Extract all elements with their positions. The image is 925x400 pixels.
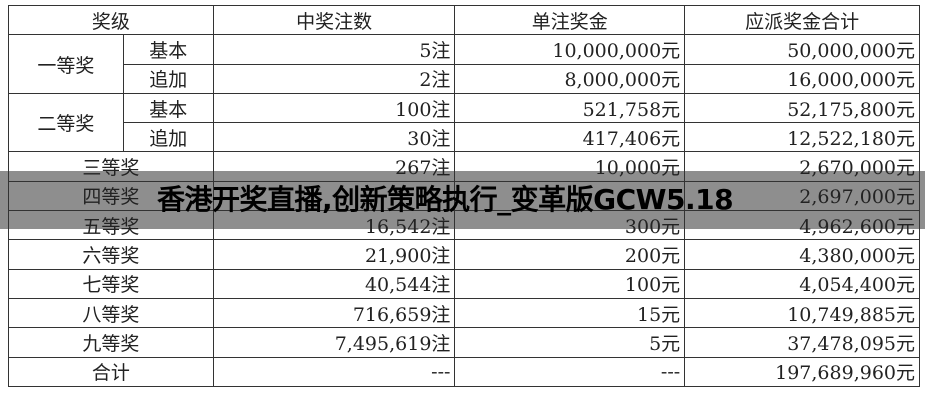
count-cell: 2注 <box>212 63 456 94</box>
total-cell: 4,054,400元 <box>684 268 920 299</box>
total-cell: 50,000,000元 <box>684 34 920 65</box>
total-cell: 12,522,180元 <box>684 122 920 153</box>
prize-level: 二等奖 <box>8 92 124 153</box>
table-row: 四等奖 2,697,000元 <box>8 180 920 212</box>
count-cell: 21,900注 <box>212 239 456 270</box>
total-cell: 197,689,960元 <box>684 356 920 387</box>
count-cell: 5注 <box>212 34 456 65</box>
unit-cell: 100元 <box>454 268 686 299</box>
header-unit: 单注奖金 <box>454 4 686 36</box>
table-header: 奖级 中奖注数 单注奖金 应派奖金合计 <box>8 4 920 36</box>
table-row: 八等奖 716,659注 15元 10,749,885元 <box>8 297 920 329</box>
prize-level: 六等奖 <box>8 239 214 270</box>
unit-cell: 8,000,000元 <box>454 63 686 94</box>
table-row: 六等奖 21,900注 200元 4,380,000元 <box>8 239 920 270</box>
table-row: 追加 30注 417,406元 12,522,180元 <box>9 122 920 153</box>
count-cell: 40,544注 <box>212 268 456 299</box>
prize-table: 奖级 中奖注数 单注奖金 应派奖金合计 一等奖 基本 5注 10,000,000… <box>8 4 920 387</box>
unit-cell: 5元 <box>454 327 686 358</box>
prize-level: 合计 <box>8 356 214 387</box>
sub-level: 追加 <box>122 63 214 94</box>
prize-level: 七等奖 <box>8 268 214 299</box>
sub-level: 追加 <box>122 122 214 153</box>
header-total: 应派奖金合计 <box>684 4 920 36</box>
total-cell: 2,697,000元 <box>684 180 920 212</box>
count-cell: 267注 <box>212 151 456 182</box>
total-cell: 4,380,000元 <box>684 239 920 270</box>
unit-cell: 521,758元 <box>454 92 686 124</box>
total-cell: 2,670,000元 <box>684 151 920 182</box>
table-row: 九等奖 7,495,619注 5元 37,478,095元 <box>8 327 920 358</box>
table-row: 七等奖 40,544注 100元 4,054,400元 <box>8 268 920 299</box>
total-cell: 52,175,800元 <box>684 92 920 124</box>
table-row: 一等奖 基本 5注 10,000,000元 50,000,000元 <box>8 34 920 94</box>
count-cell: 7,495,619注 <box>212 327 456 358</box>
total-cell: 37,478,095元 <box>684 327 920 358</box>
unit-cell: 417,406元 <box>454 122 686 153</box>
unit-cell: 10,000,000元 <box>454 34 686 65</box>
prize-level: 一等奖 <box>8 34 124 94</box>
count-cell: --- <box>212 356 456 387</box>
unit-cell: 15元 <box>454 297 686 329</box>
unit-cell: 200元 <box>454 239 686 270</box>
sub-level: 基本 <box>122 92 214 124</box>
unit-cell: 10,000元 <box>454 151 686 182</box>
total-cell: 16,000,000元 <box>684 63 920 94</box>
sub-level: 基本 <box>122 34 214 65</box>
unit-cell: --- <box>454 356 686 387</box>
table-row: 追加 2注 8,000,000元 16,000,000元 <box>9 63 920 94</box>
count-cell: 30注 <box>212 122 456 153</box>
prize-level: 四等奖 <box>8 180 214 212</box>
prize-level: 五等奖 <box>8 210 214 241</box>
count-cell <box>212 180 456 212</box>
table-row-total: 合计 --- --- 197,689,960元 <box>8 356 920 387</box>
header-count: 中奖注数 <box>212 4 456 36</box>
table-row: 二等奖 基本 100注 521,758元 52,175,800元 <box>8 92 920 153</box>
banner-title: 香港开奖直播,创新策略执行_变革版GCW5.18 <box>157 183 734 216</box>
header-level: 奖级 <box>8 4 214 36</box>
prize-level: 九等奖 <box>8 327 214 358</box>
table-row: 三等奖 267注 10,000元 2,670,000元 <box>8 151 920 182</box>
count-cell: 716,659注 <box>212 297 456 329</box>
total-cell: 10,749,885元 <box>684 297 920 329</box>
count-cell: 100注 <box>212 92 456 124</box>
prize-level: 八等奖 <box>8 297 214 329</box>
total-cell: 4,962,600元 <box>684 210 920 241</box>
prize-level: 三等奖 <box>8 151 214 182</box>
